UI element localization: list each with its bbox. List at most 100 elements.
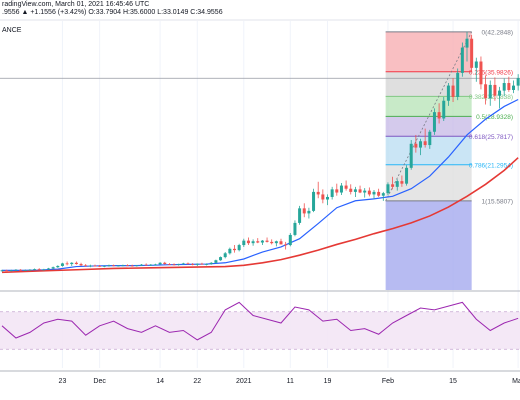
- candle-body: [214, 260, 218, 263]
- candle-body: [358, 189, 362, 193]
- candle-body: [367, 190, 371, 195]
- candle-body: [512, 85, 515, 90]
- fib-level-label: 0.786(21.2954): [469, 162, 513, 169]
- candle-body: [405, 167, 409, 184]
- candle-body: [400, 181, 404, 184]
- candle-body: [33, 269, 37, 270]
- candle-body: [42, 269, 46, 271]
- candle-body: [172, 264, 176, 266]
- candle-body: [19, 269, 23, 271]
- candle-body: [377, 191, 381, 196]
- candle-body: [60, 263, 64, 266]
- moving-average-line: [1, 157, 519, 274]
- candle-body: [470, 38, 474, 68]
- candle-body: [205, 264, 209, 265]
- candle-body: [316, 191, 320, 195]
- candle-body: [177, 264, 181, 265]
- candle-body: [349, 188, 353, 192]
- candle-body: [246, 240, 250, 244]
- candle-body: [363, 190, 367, 193]
- candle-body: [135, 265, 139, 267]
- candle-body: [270, 241, 274, 244]
- candle-body: [465, 38, 469, 48]
- candle-body: [284, 244, 288, 246]
- fib-band: [385, 164, 472, 201]
- fib-level-label: 1(15.5807): [482, 199, 513, 206]
- candle-body: [251, 241, 255, 244]
- candle-body: [98, 265, 102, 267]
- candle-body: [223, 253, 227, 258]
- moving-average-line: [2, 98, 519, 271]
- candle-body: [330, 189, 334, 197]
- fib-band: [385, 116, 472, 137]
- x-tick-label: 11: [287, 378, 294, 385]
- candle-body: [498, 90, 502, 96]
- candle-body: [186, 263, 190, 265]
- candle-body: [112, 265, 116, 267]
- candle-body: [163, 262, 167, 265]
- candle-body: [274, 241, 278, 244]
- candle-body: [158, 262, 162, 265]
- candle-body: [484, 84, 488, 99]
- candle-body: [423, 141, 427, 146]
- candle-body: [242, 240, 246, 246]
- x-tick-label: Dec: [93, 378, 106, 385]
- candle-body: [260, 240, 264, 243]
- candle-body: [237, 245, 241, 251]
- candle-body: [200, 263, 204, 265]
- candle-body: [395, 181, 399, 187]
- x-tick-label: 15: [449, 378, 457, 385]
- candle-body: [460, 47, 464, 73]
- fib-level-label: 0(42.2848): [482, 30, 513, 37]
- candle-body: [419, 141, 422, 148]
- candle-body: [88, 265, 92, 267]
- candle-body: [414, 143, 418, 148]
- candle-body: [386, 184, 390, 194]
- candle-body: [149, 264, 153, 266]
- candle-body: [47, 268, 50, 270]
- header-line2: .9556 ▲ +1.1556 (+3.42%) O:33.7904 H:35.…: [2, 9, 223, 16]
- candle-body: [516, 78, 520, 86]
- candle-body: [74, 262, 78, 265]
- candle-body: [116, 265, 120, 267]
- candle-body: [56, 265, 60, 268]
- candle-body: [288, 234, 292, 246]
- candle-body: [279, 241, 283, 245]
- candle-body: [107, 265, 111, 267]
- candle-body: [451, 85, 455, 97]
- candle-body: [144, 264, 148, 266]
- candle-body: [233, 248, 236, 251]
- x-tick-label: Feb: [382, 378, 394, 385]
- candle-body: [140, 264, 143, 266]
- candle-body: [502, 83, 506, 91]
- rsi-line: [1, 301, 519, 341]
- candle-body: [5, 270, 9, 272]
- candle-body: [256, 241, 260, 243]
- fib-band: [385, 96, 472, 117]
- candle-body: [93, 265, 97, 267]
- candle-body: [153, 264, 157, 266]
- x-tick-label: 14: [156, 378, 164, 385]
- candle-body: [381, 193, 385, 196]
- candle-body: [181, 263, 185, 265]
- candle-body: [507, 83, 511, 90]
- candle-body: [321, 194, 325, 200]
- candle-body: [65, 263, 69, 265]
- candle-body: [432, 112, 436, 132]
- candle-body: [228, 248, 232, 254]
- pane-label: ANCE: [2, 27, 22, 34]
- candle-body: [312, 191, 316, 211]
- fib-level-label: 0.5(28.9328): [476, 114, 513, 121]
- candle-body: [121, 265, 125, 267]
- header-line1: radingView.com, March 01, 2021 16:45:46 …: [2, 1, 149, 8]
- candle-body: [442, 100, 446, 119]
- x-tick-label: 19: [324, 378, 332, 385]
- candle-body: [219, 257, 223, 261]
- candle-body: [209, 262, 213, 265]
- rsi-band-fill: [0, 311, 520, 350]
- layers: [0, 21, 520, 368]
- candle-body: [37, 269, 41, 270]
- x-tick-label: Mar: [512, 378, 520, 385]
- fib-level-label: 0.236(35.9826): [469, 69, 513, 76]
